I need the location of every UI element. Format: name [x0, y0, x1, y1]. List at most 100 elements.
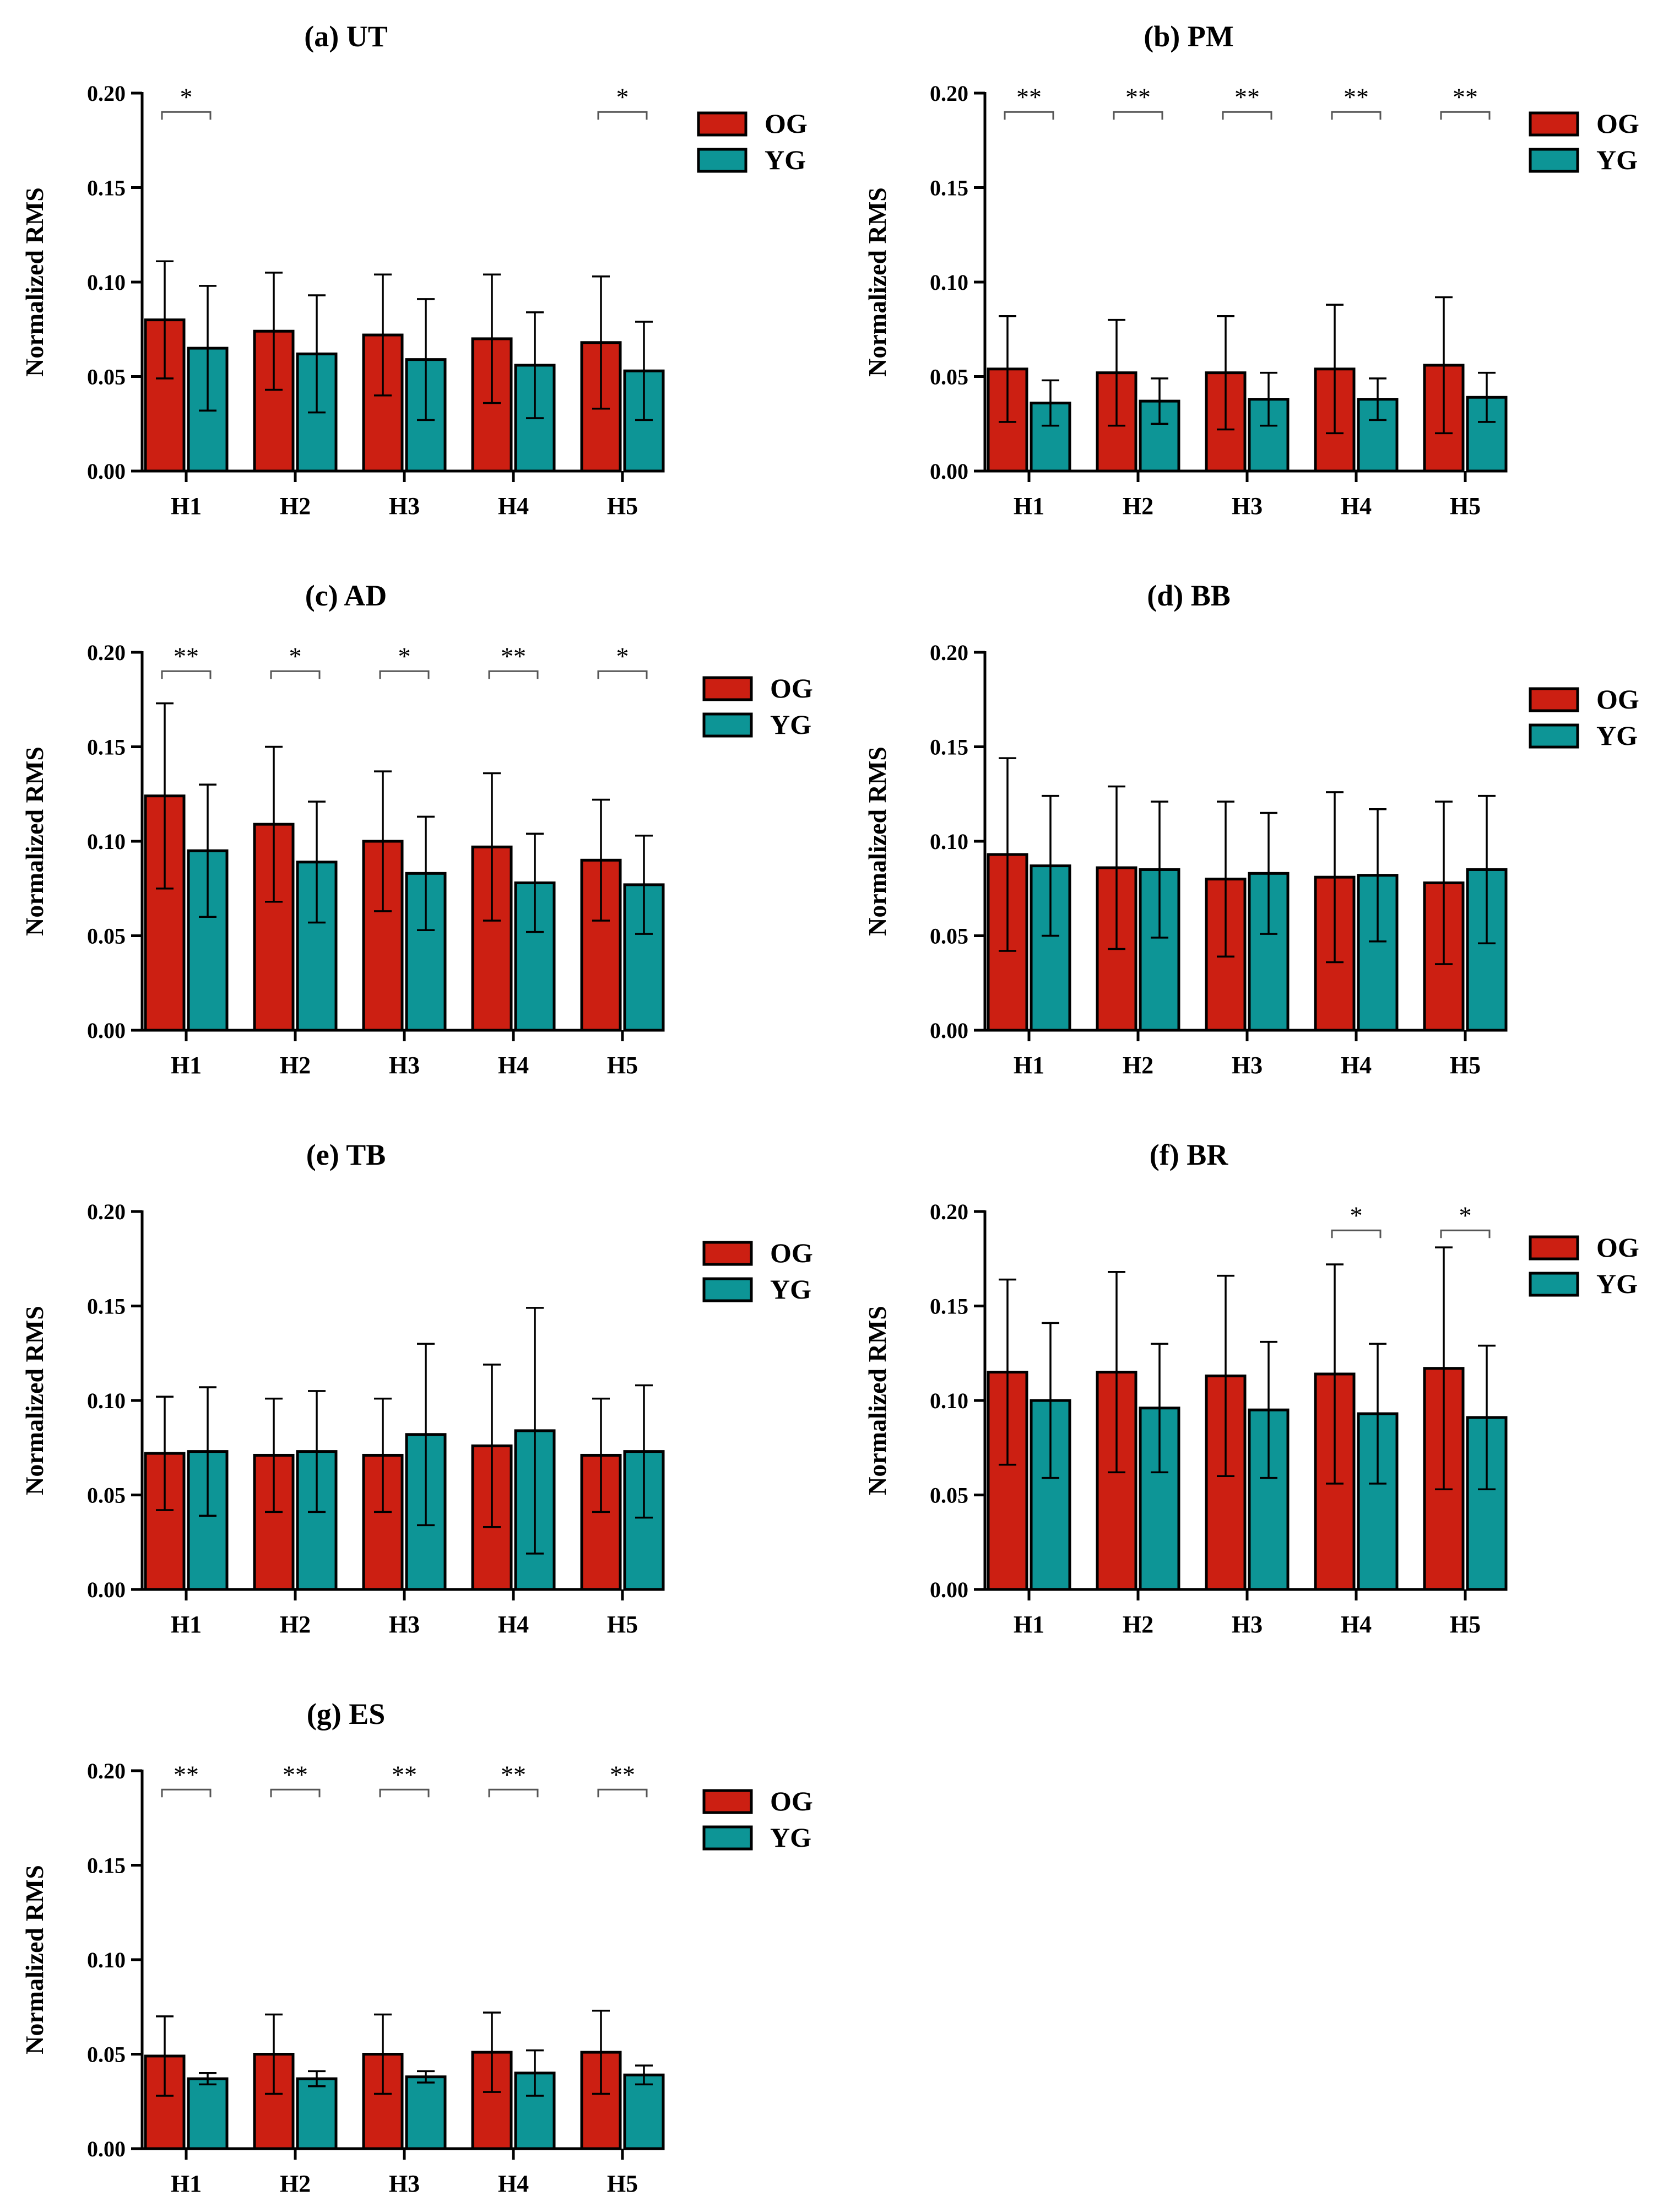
- legend: OG YG: [702, 673, 813, 740]
- y-tick-label: 0.00: [930, 1018, 968, 1043]
- x-tick-label: H4: [498, 1052, 529, 1079]
- y-tick-label: 0.05: [87, 924, 126, 949]
- x-tick-label: H2: [280, 2170, 311, 2197]
- legend: OG YG: [697, 108, 808, 175]
- legend-label-yg: YG: [770, 1274, 811, 1305]
- y-tick-label: 0.05: [930, 365, 968, 390]
- bar-yg-h1: [187, 2077, 229, 2150]
- significance-label: *: [616, 642, 629, 670]
- bar-yg-h3: [405, 2075, 447, 2150]
- legend: OG YG: [1529, 1232, 1639, 1299]
- legend-swatch-og: [1529, 111, 1579, 137]
- y-tick-label: 0.00: [930, 1577, 968, 1602]
- y-axis-label: Normalized RMS: [863, 747, 891, 936]
- legend: OG YG: [1529, 684, 1639, 751]
- legend-label-yg: YG: [1596, 144, 1638, 175]
- legend-label-yg: YG: [770, 709, 811, 740]
- x-tick-label: H4: [498, 2170, 529, 2197]
- y-tick-label: 0.10: [87, 1948, 126, 1972]
- significance-label: **: [174, 1760, 199, 1788]
- significance-label: *: [616, 83, 629, 111]
- x-tick-label: H3: [1232, 493, 1263, 520]
- legend-label-og: OG: [770, 673, 813, 704]
- y-tick-label: 0.05: [930, 924, 968, 949]
- x-tick-label: H1: [171, 1611, 202, 1638]
- x-tick-label: H2: [1123, 1052, 1153, 1079]
- chart-panel-a: (a) UT Normalized RMS 0.00 0.05 0.10 0.15 0.20…: [20, 20, 808, 520]
- significance-label: **: [501, 642, 526, 670]
- significance-bracket: [597, 111, 648, 120]
- legend-label-yg: YG: [1596, 1268, 1638, 1299]
- legend-swatch-og: [702, 1789, 753, 1814]
- legend-label-og: OG: [1596, 108, 1639, 139]
- significance-bracket: [161, 670, 212, 679]
- x-tick-label: H1: [1014, 1052, 1044, 1079]
- y-tick-label: 0.15: [87, 1294, 126, 1319]
- chart-panel-g: (g) ES Normalized RMS 0.00 0.05 0.10 0.15 0.20…: [20, 1697, 813, 2197]
- x-tick-label: H2: [280, 1052, 311, 1079]
- significance-label: **: [1125, 83, 1151, 111]
- significance-label: *: [180, 83, 193, 111]
- significance-bracket: [1331, 111, 1382, 120]
- chart-panel-f: (f) BR Normalized RMS 0.00 0.05 0.10 0.15 0.20…: [863, 1138, 1639, 1638]
- chart-title: (d) BB: [1147, 579, 1231, 612]
- chart-title: (e) TB: [306, 1138, 386, 1171]
- legend-swatch-yg: [1529, 148, 1579, 173]
- legend-label-og: OG: [1596, 684, 1639, 715]
- y-tick-label: 0.10: [930, 829, 968, 854]
- legend-swatch-og: [702, 676, 753, 701]
- chart-title: (f) BR: [1150, 1138, 1228, 1171]
- x-tick-label: H1: [171, 2170, 202, 2197]
- chart-panel-d: (d) BB Normalized RMS 0.00 0.05 0.10 0.15 0.20…: [863, 579, 1639, 1079]
- y-axis-label: Normalized RMS: [20, 187, 48, 377]
- chart-panel-c: (c) AD Normalized RMS 0.00 0.05 0.10 0.15 0.20…: [20, 579, 813, 1079]
- significance-bracket: [1222, 111, 1272, 120]
- legend-swatch-og: [1529, 1235, 1579, 1261]
- x-tick-label: H3: [389, 1611, 420, 1638]
- y-axis-label: Normalized RMS: [863, 187, 891, 377]
- bar-og-h5: [580, 2051, 622, 2150]
- x-tick-label: H3: [1232, 1611, 1263, 1638]
- y-tick-label: 0.10: [87, 270, 126, 295]
- x-tick-label: H4: [1341, 1611, 1372, 1638]
- significance-bracket: [379, 1788, 430, 1798]
- legend-label-yg: YG: [770, 1822, 811, 1853]
- chart-panel-b: (b) PM Normalized RMS 0.00 0.05 0.10 0.15 0.20…: [863, 20, 1639, 520]
- significance-bracket: [597, 1788, 648, 1798]
- legend-label-og: OG: [1596, 1232, 1639, 1263]
- x-tick-label: H2: [1123, 1611, 1153, 1638]
- legend-label-og: OG: [770, 1786, 813, 1816]
- significance-bracket: [161, 111, 212, 120]
- y-tick-label: 0.00: [87, 1018, 126, 1043]
- y-tick-label: 0.20: [930, 81, 968, 106]
- bar-yg-h2: [296, 2077, 338, 2150]
- significance-bracket: [1440, 111, 1491, 120]
- x-tick-label: H5: [1450, 493, 1481, 520]
- significance-label: **: [1234, 83, 1260, 111]
- y-tick-label: 0.15: [87, 1853, 126, 1878]
- y-tick-label: 0.15: [930, 176, 968, 201]
- legend: OG YG: [1529, 108, 1639, 175]
- y-tick-label: 0.20: [87, 1759, 126, 1783]
- y-tick-label: 0.20: [87, 81, 126, 106]
- x-tick-label: H5: [607, 1052, 638, 1079]
- y-tick-label: 0.10: [87, 1388, 126, 1413]
- significance-bracket: [270, 670, 321, 679]
- y-tick-label: 0.20: [87, 1199, 126, 1224]
- x-tick-label: H3: [389, 1052, 420, 1079]
- y-tick-label: 0.05: [87, 2042, 126, 2067]
- legend-swatch-og: [702, 1241, 753, 1266]
- significance-bracket: [597, 670, 648, 679]
- significance-bracket: [1331, 1229, 1382, 1238]
- x-tick-label: H3: [1232, 1052, 1263, 1079]
- y-tick-label: 0.00: [87, 459, 126, 484]
- significance-label: **: [174, 642, 199, 670]
- x-tick-label: H5: [607, 2170, 638, 2197]
- legend-label-og: OG: [770, 1237, 813, 1268]
- x-tick-label: H3: [389, 2170, 420, 2197]
- x-tick-label: H1: [1014, 493, 1044, 520]
- legend-swatch-yg: [1529, 723, 1579, 749]
- significance-label: **: [501, 1760, 526, 1788]
- significance-label: **: [610, 1760, 635, 1788]
- y-tick-label: 0.15: [930, 1294, 968, 1319]
